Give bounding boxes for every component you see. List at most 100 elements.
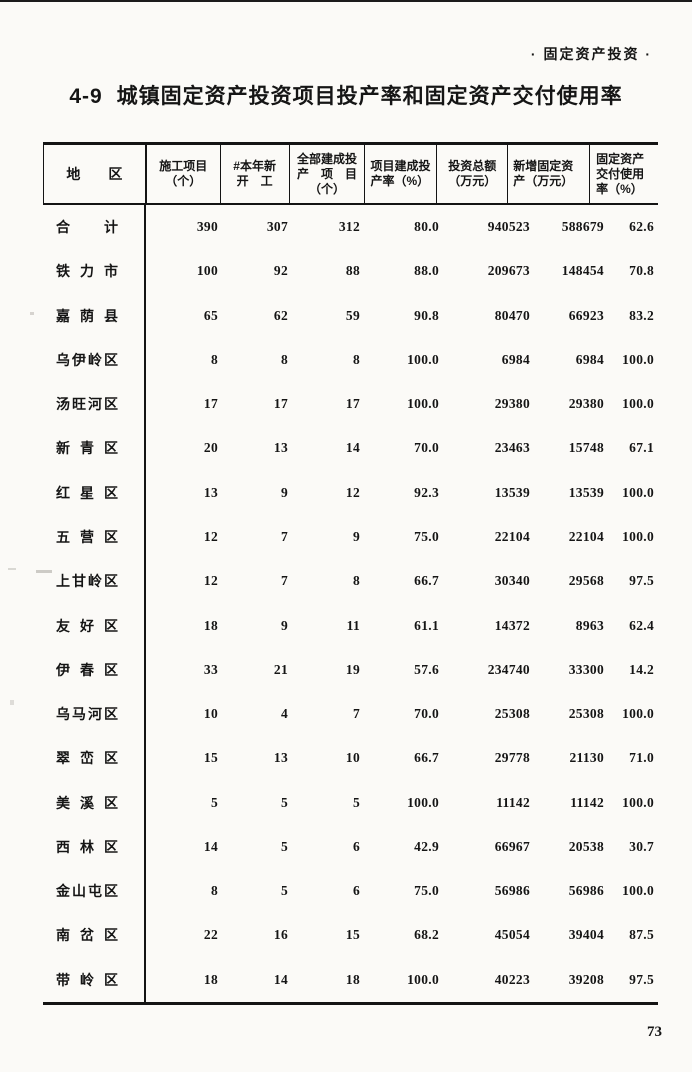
- table-row: 铁力市 100 92 88 88.0 209673 148454 70.8: [43, 249, 658, 294]
- table-row: 金山屯区 8 5 6 75.0 56986 56986 100.0: [43, 868, 658, 914]
- cell-value: 5: [280, 838, 288, 854]
- cell-value: 100.0: [622, 528, 654, 544]
- region-name: 南岔区: [56, 925, 118, 945]
- cell-value: 59: [345, 307, 360, 323]
- cell-value: 12: [203, 528, 218, 544]
- region-name: 美溪区: [56, 793, 118, 813]
- cell-value: 12: [345, 484, 360, 500]
- header-line: #本年新: [233, 159, 276, 173]
- cell-value: 30340: [494, 573, 530, 589]
- region-cell: 上甘岭区: [43, 559, 146, 604]
- region-name: 合计: [56, 217, 118, 237]
- region-name-char: 伊: [72, 351, 86, 368]
- region-name-char: 营: [80, 528, 94, 545]
- region-cell: 伊春区: [43, 647, 146, 692]
- cell-value: 588679: [561, 219, 604, 235]
- cell-value: 29568: [568, 573, 604, 589]
- cell-value: 14372: [494, 617, 530, 633]
- cell-value: 9: [352, 528, 360, 544]
- region-name-char: 汤: [56, 396, 70, 413]
- region-cell: 西林区: [43, 824, 146, 869]
- cell-value: 18: [345, 971, 360, 987]
- cell-value: 312: [338, 219, 360, 235]
- header-line: 新增固定资: [513, 159, 574, 173]
- cell-value: 234740: [487, 661, 530, 677]
- region-cell: 嘉荫县: [43, 293, 146, 338]
- column-header-construction-projects: 施工项目 （个）: [147, 145, 221, 203]
- cell-value: 39404: [568, 927, 604, 943]
- region-name-char: 铁: [56, 263, 70, 280]
- cell-value: 67.1: [629, 440, 654, 456]
- cell-value: 10: [203, 706, 218, 722]
- cell-value: 19: [345, 661, 360, 677]
- cell-value: 5: [210, 794, 218, 810]
- cell-value: 66.7: [414, 750, 439, 766]
- region-name: 乌伊岭区: [56, 350, 118, 370]
- cell-value: 15: [203, 750, 218, 766]
- region-name-char: 荫: [80, 307, 94, 324]
- cell-value: 100.0: [622, 794, 654, 810]
- table-title-text: 城镇固定资产投资项目投产率和固定资产交付使用率: [116, 85, 623, 108]
- cell-value: 9: [280, 617, 288, 633]
- region-name: 乌马河区: [56, 704, 118, 724]
- region-name-char: 合: [56, 219, 70, 236]
- cell-value: 23463: [494, 440, 530, 456]
- region-name: 新青区: [56, 438, 118, 458]
- region-cell: 友好区: [43, 603, 146, 648]
- cell-value: 97.5: [629, 573, 654, 589]
- cell-value: 33: [203, 661, 218, 677]
- cell-value: 88.0: [414, 263, 439, 279]
- header-line: 施工项目: [159, 159, 208, 173]
- header-line: 产率（%）: [370, 174, 430, 188]
- cell-value: 25308: [568, 706, 604, 722]
- region-name-char: 河: [88, 396, 102, 413]
- cell-value: 11: [346, 617, 360, 633]
- table-header-row: 地 区 施工项目 （个） #本年新 开 工 全部建成投 产 项 目 （个） 项目…: [43, 145, 658, 205]
- region-name: 伊春区: [56, 660, 118, 680]
- header-line: 固定资产: [596, 151, 645, 166]
- region-name-char: 林: [80, 838, 94, 855]
- region-name-char: 屯: [88, 883, 102, 900]
- region-name-char: 好: [80, 617, 94, 634]
- cell-value: 8: [352, 573, 360, 589]
- region-name-char: 嘉: [56, 307, 70, 324]
- column-header-completion-rate: 项目建成投 产率（%）: [365, 145, 438, 203]
- scan-speck: [36, 570, 52, 573]
- region-name-char: 乌: [56, 706, 70, 723]
- region-cell: 美溪区: [43, 780, 146, 825]
- cell-value: 15: [345, 927, 360, 943]
- region-name-char: 旺: [72, 396, 86, 413]
- cell-value: 9: [280, 484, 288, 500]
- cell-value: 45054: [494, 927, 530, 943]
- region-name: 西林区: [56, 837, 118, 857]
- region-name-char: 山: [72, 883, 86, 900]
- header-line: 投资总额: [448, 159, 497, 173]
- scan-speck: [8, 568, 16, 570]
- region-name-char: 南: [56, 927, 70, 944]
- cell-value: 15748: [568, 440, 604, 456]
- region-cell: 汤旺河区: [43, 382, 146, 427]
- region-name-char: 伊: [56, 661, 70, 678]
- cell-value: 75.0: [414, 883, 439, 899]
- region-name-char: 翠: [56, 750, 70, 767]
- page-title: 4-9 城镇固定资产投资项目投产率和固定资产交付使用率: [0, 80, 692, 110]
- cell-value: 6: [352, 883, 360, 899]
- cell-value: 42.9: [414, 838, 439, 854]
- cell-value: 8963: [575, 617, 604, 633]
- cell-value: 8: [210, 351, 218, 367]
- cell-value: 75.0: [414, 528, 439, 544]
- region-name-char: 区: [104, 484, 118, 501]
- cell-value: 62.6: [629, 219, 654, 235]
- cell-value: 56986: [568, 883, 604, 899]
- cell-value: 940523: [487, 219, 530, 235]
- cell-value: 148454: [561, 263, 604, 279]
- cell-value: 390: [196, 219, 218, 235]
- region-name-char: 区: [104, 883, 118, 900]
- region-name-char: 溪: [80, 794, 94, 811]
- cell-value: 16: [273, 927, 288, 943]
- region-name-char: 岭: [88, 573, 102, 590]
- cell-value: 13: [203, 484, 218, 500]
- cell-value: 7: [352, 706, 360, 722]
- table-body: 合计 390 307 312 80.0 940523 588679 62.6 铁…: [43, 205, 658, 1002]
- cell-value: 14: [273, 971, 288, 987]
